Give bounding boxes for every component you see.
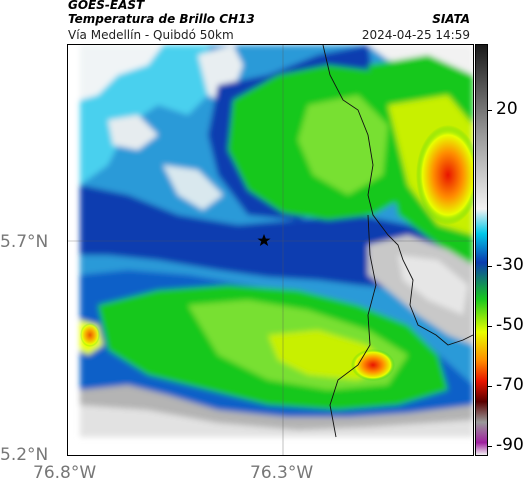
- organization-label: SIATA: [432, 12, 470, 26]
- colorbar-label: -90: [496, 435, 524, 455]
- route-subtitle: Vía Medellín - Quibdó 50km: [68, 28, 234, 42]
- star-icon: [257, 234, 271, 246]
- colorbar-tick: [487, 446, 492, 447]
- colorbar-tick: [487, 386, 492, 387]
- colorbar-label: 20: [496, 99, 518, 119]
- product-title: Temperatura de Brillo CH13: [68, 12, 255, 26]
- colorbar-label: -70: [496, 375, 524, 395]
- longitude-tick: 76.3°W: [250, 463, 314, 483]
- colorbar-label: -50: [496, 315, 524, 335]
- brightness-temperature-field: [68, 45, 473, 455]
- satellite-map: [67, 44, 474, 456]
- satellite-title: GOES-EAST: [68, 0, 145, 12]
- colorbar-label: -30: [496, 255, 524, 275]
- longitude-tick: 76.8°W: [33, 463, 97, 483]
- timestamp-label: 2024-04-25 14:59: [361, 28, 470, 42]
- colorbar-tick: [487, 326, 492, 327]
- latitude-tick: 5.2°N: [0, 445, 49, 465]
- colorbar-tick: [487, 110, 492, 111]
- colorbar-tick: [487, 266, 492, 267]
- colorbar: [475, 44, 488, 456]
- latitude-tick: 5.7°N: [0, 232, 49, 252]
